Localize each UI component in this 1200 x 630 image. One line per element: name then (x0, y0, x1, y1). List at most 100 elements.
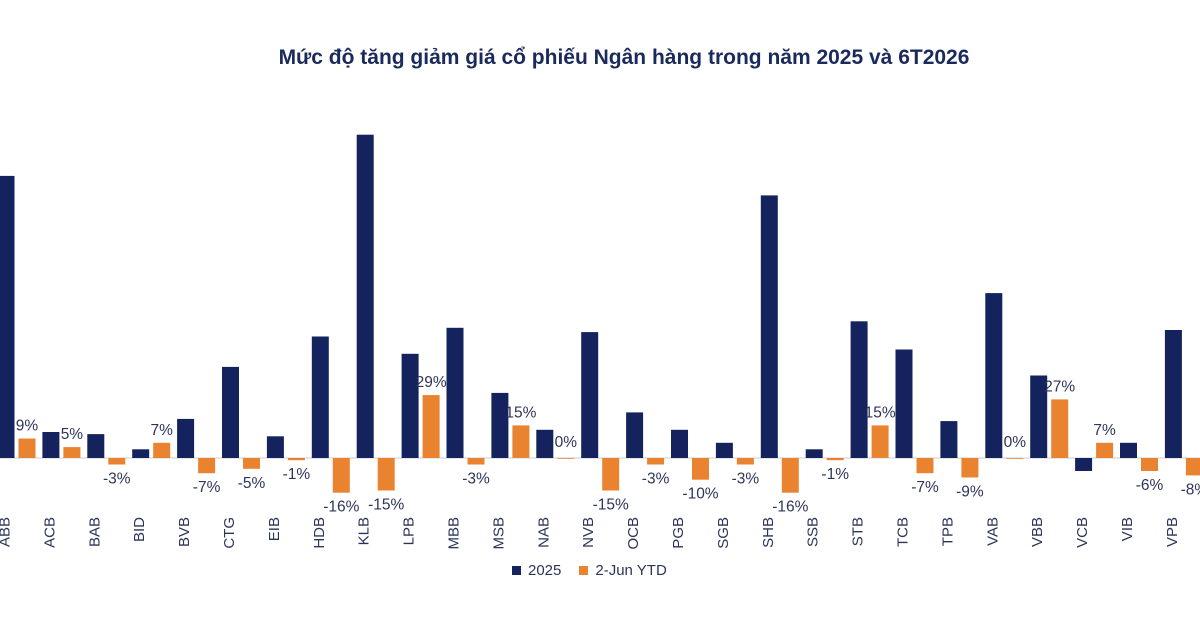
bar-ytd-klb (377, 458, 395, 491)
legend-item-2025: 2025 (512, 562, 561, 579)
series-2025-bars (0, 134, 1182, 471)
x-tick-sgb: SGB (715, 517, 732, 549)
x-tick-nab: NAB (535, 517, 552, 548)
bar-2025-ssb (805, 449, 823, 458)
x-tick-eib: EIB (266, 517, 283, 541)
data-label-ytd-tcb: -7% (911, 479, 939, 496)
x-tick-acb: ACB (41, 517, 58, 548)
bar-2025-vib (1120, 442, 1137, 458)
data-label-ytd-msb: 15% (505, 404, 536, 421)
series-ytd-bars (18, 395, 1200, 493)
data-label-ytd-abb: 9% (16, 418, 39, 435)
bar-ytd-nvb (602, 458, 620, 491)
x-tick-tpb: TPB (939, 517, 956, 546)
x-tick-ocb: OCB (625, 517, 642, 550)
legend-item-ytd: 2-Jun YTD (579, 562, 667, 579)
bar-ytd-bvb (198, 458, 216, 474)
bar-2025-pgb (671, 429, 688, 458)
data-label-ytd-shb: -16% (772, 499, 808, 516)
data-label-ytd-ocb: -3% (642, 471, 670, 488)
x-tick-mbb: MBB (446, 517, 463, 550)
bar-2025-mbb (446, 327, 464, 458)
x-tick-vpb: VPB (1164, 517, 1181, 547)
data-label-ytd-vbb: 27% (1044, 378, 1075, 395)
chart-title: Mức độ tăng giảm giá cổ phiếu Ngân hàng … (278, 46, 970, 69)
bar-ytd-msb (512, 425, 530, 458)
bar-ytd-tpb (961, 458, 979, 478)
data-label-ytd-pgb: -10% (682, 486, 718, 503)
x-tick-msb: MSB (490, 517, 507, 550)
data-label-ytd-stb: 15% (865, 404, 896, 421)
bar-2025-vab (985, 293, 1003, 458)
data-label-ytd-vab: 0% (1004, 434, 1027, 451)
bar-2025-msb (491, 392, 509, 458)
bar-ytd-vab (1006, 458, 1024, 459)
bar-ytd-sgb (736, 458, 754, 465)
data-label-ytd-eib: -1% (283, 466, 311, 483)
x-tick-nvb: NVB (580, 517, 597, 548)
bar-ytd-abb (18, 438, 36, 458)
bar-ytd-shb (781, 458, 799, 493)
bar-2025-ctg (222, 366, 239, 458)
x-tick-vcb: VCB (1074, 517, 1091, 548)
legend: 2025 2-Jun YTD (512, 562, 667, 579)
bar-ytd-mbb (467, 458, 485, 465)
bar-2025-vpb (1164, 330, 1182, 458)
x-tick-ctg: CTG (221, 517, 238, 549)
x-tick-hdb: HDB (311, 517, 328, 549)
bar-2025-sgb (715, 442, 733, 458)
bar-ytd-stb (871, 425, 889, 458)
x-tick-bvb: BVB (176, 517, 193, 547)
data-label-ytd-bab: -3% (103, 471, 131, 488)
bar-2025-bab (87, 434, 105, 458)
bar-2025-tpb (940, 421, 958, 458)
x-tick-lpb: LPB (401, 517, 418, 545)
data-labels: 9% 5% -3% 7% -7% -5% -1% -16% -15% 29% -3% 15% 0% -15… (16, 374, 1200, 516)
data-label-ytd-vpb: -8% (1181, 481, 1200, 498)
legend-swatch-2025 (512, 566, 521, 575)
bar-2025-shb (760, 195, 778, 458)
x-tick-bid: BID (131, 517, 148, 542)
bar-ytd-hdb (332, 458, 350, 493)
data-label-ytd-nab: 0% (555, 434, 578, 451)
bar-ytd-bid (153, 442, 171, 458)
data-label-ytd-vcb: 7% (1093, 422, 1116, 439)
legend-swatch-ytd (579, 566, 589, 575)
bar-ytd-lpb (422, 395, 440, 458)
x-tick-vab: VAB (984, 517, 1001, 546)
data-label-ytd-vib: -6% (1136, 477, 1164, 494)
legend-label-ytd: 2-Jun YTD (595, 562, 667, 579)
bar-ytd-ocb (647, 458, 665, 465)
bar-2025-klb (356, 134, 374, 458)
bar-ytd-pgb (692, 458, 709, 480)
x-tick-ssb: SSB (805, 517, 822, 547)
x-tick-stb: STB (850, 517, 867, 546)
data-label-ytd-bvb: -7% (193, 479, 221, 496)
bar-2025-vcb (1075, 458, 1093, 471)
bar-ytd-vib (1141, 458, 1158, 471)
data-label-ytd-klb: -15% (368, 497, 404, 514)
data-label-ytd-hdb: -16% (323, 499, 359, 516)
x-tick-abb: ABB (0, 517, 14, 547)
bar-2025-nvb (581, 332, 599, 458)
bar-ytd-ssb (826, 458, 844, 461)
bar-ytd-vcb (1096, 442, 1114, 458)
bar-ytd-nab (557, 458, 575, 459)
data-label-ytd-ctg: -5% (238, 475, 266, 492)
bar-ytd-tcb (916, 458, 934, 474)
x-tick-vbb: VBB (1029, 517, 1046, 547)
legend-label-2025: 2025 (528, 562, 562, 579)
data-label-ytd-ssb: -1% (821, 466, 849, 483)
data-label-ytd-lpb: 29% (416, 374, 447, 391)
data-label-ytd-sgb: -3% (732, 471, 760, 488)
x-tick-tcb: TCB (895, 517, 912, 547)
data-label-ytd-bid: 7% (150, 422, 173, 439)
bar-2025-stb (850, 321, 868, 458)
x-tick-klb: KLB (356, 517, 373, 545)
bar-2025-eib (266, 436, 284, 458)
x-tick-vib: VIB (1119, 517, 1136, 541)
bar-ytd-bab (108, 458, 126, 465)
bar-ytd-acb (63, 447, 81, 458)
bar-ytd-eib (287, 458, 305, 461)
